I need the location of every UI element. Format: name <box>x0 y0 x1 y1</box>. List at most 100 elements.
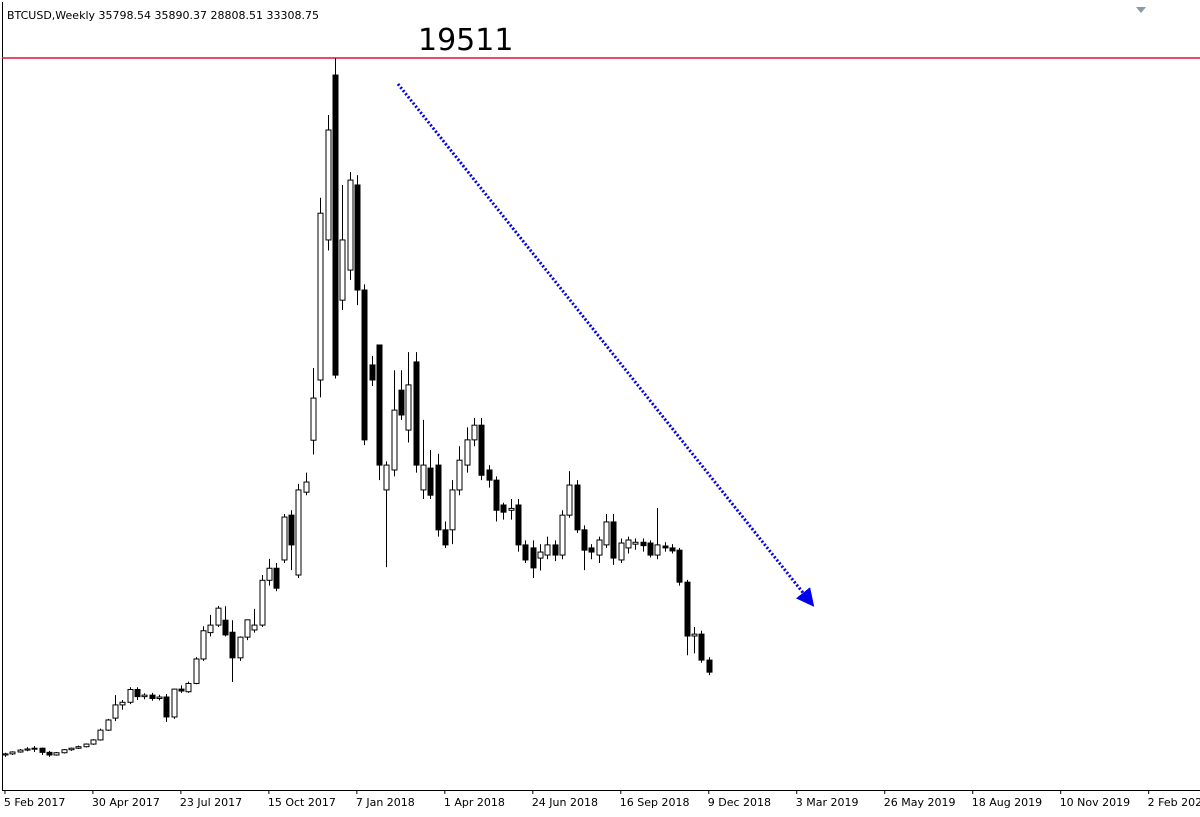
candle-body <box>9 751 16 755</box>
candle-body <box>266 567 273 581</box>
candle-body <box>559 514 566 556</box>
candle-body <box>97 729 104 741</box>
candle-body <box>149 694 156 700</box>
candle-body <box>369 364 376 381</box>
candle-body <box>24 748 31 751</box>
chart-title: BTCUSD,Weekly 35798.54 35890.37 28808.51… <box>7 9 319 22</box>
candle-body <box>259 579 266 626</box>
candle-body <box>141 694 148 698</box>
candle-body <box>185 682 192 693</box>
candle-body <box>508 507 515 511</box>
x-tick-label: 30 Apr 2017 <box>92 796 160 809</box>
candle-body <box>464 439 471 466</box>
candle-body <box>119 701 126 706</box>
candle-body <box>237 636 244 659</box>
candle-body <box>691 633 698 637</box>
x-tick-label: 1 Apr 2018 <box>444 796 505 809</box>
candle-body <box>537 551 544 559</box>
candle-body <box>281 516 288 561</box>
x-tick-label: 5 Feb 2017 <box>4 796 65 809</box>
candle-body <box>398 389 405 416</box>
candle-body <box>112 704 119 719</box>
candle-body <box>90 739 97 745</box>
candle-body <box>207 624 214 634</box>
candle-body <box>603 521 610 546</box>
x-tick-label: 16 Sep 2018 <box>620 796 690 809</box>
candle-body <box>662 545 669 549</box>
candle-body <box>625 539 632 549</box>
candle-body <box>127 688 134 703</box>
candle-body <box>588 547 595 553</box>
candle-body <box>522 544 529 561</box>
candle-body <box>654 544 661 556</box>
candle-body <box>478 424 485 476</box>
candle-body <box>544 544 551 556</box>
candle-body <box>215 607 222 626</box>
candle-body <box>471 424 478 441</box>
candle-body <box>427 467 434 496</box>
x-tick-label: 23 Jul 2017 <box>180 796 242 809</box>
candle-body <box>75 746 82 749</box>
trend-arrow <box>396 83 815 607</box>
candle-body <box>134 688 141 698</box>
candle-body <box>552 544 559 556</box>
candle-body <box>244 619 251 638</box>
candle-body <box>684 581 691 637</box>
x-tick-label: 26 May 2019 <box>884 796 956 809</box>
candle-body <box>706 659 713 673</box>
x-tick-label: 2 Feb 2020 <box>1148 796 1200 809</box>
menu-arrow[interactable] <box>1136 7 1146 13</box>
candle-body <box>376 344 383 466</box>
candle-body <box>325 129 332 241</box>
candle-body <box>68 747 75 751</box>
x-tick-label: 18 Aug 2019 <box>972 796 1042 809</box>
candle-body <box>391 409 398 471</box>
candle-body <box>610 521 617 559</box>
candle-body <box>632 541 639 545</box>
candle-body <box>53 752 60 756</box>
x-tick-label: 10 Nov 2019 <box>1060 796 1130 809</box>
candle-body <box>83 743 90 748</box>
candle-body <box>46 751 53 756</box>
candle-body <box>347 179 354 271</box>
candle-body <box>295 489 302 576</box>
x-tick-label: 24 Jun 2018 <box>532 796 598 809</box>
candle-body <box>676 549 683 583</box>
candle-body <box>156 696 163 700</box>
candle-body <box>618 542 625 561</box>
candle-body <box>515 504 522 546</box>
candle-body <box>222 619 229 636</box>
candle-body <box>640 541 647 547</box>
candle-body <box>339 239 346 301</box>
candle-body <box>200 630 207 660</box>
candle-body <box>251 624 258 631</box>
candle-body <box>574 484 581 531</box>
candle-body <box>354 184 361 291</box>
candle-body <box>420 464 427 491</box>
x-tick-label: 3 Mar 2019 <box>796 796 859 809</box>
candle-body <box>229 631 236 659</box>
plot: 19511 5 Feb 2017 30 Apr 2017 23 Jul 2017 15 … <box>2 23 1200 809</box>
candle-body <box>2 753 9 756</box>
candle-body <box>596 539 603 556</box>
candle-body <box>17 749 24 753</box>
candle-body <box>669 547 676 552</box>
candle-body <box>332 74 339 376</box>
candle-body <box>493 479 500 511</box>
candle-body <box>456 459 463 491</box>
candle-body <box>698 633 705 661</box>
candle-body <box>383 464 390 491</box>
candle-body <box>361 289 368 441</box>
candle-body <box>193 658 200 684</box>
candle-body <box>105 719 112 731</box>
candle-body <box>303 481 310 493</box>
candle-body <box>486 469 493 481</box>
candle-body <box>647 542 654 556</box>
candle-body <box>449 489 456 531</box>
candle-body <box>31 747 38 750</box>
x-tick-label: 7 Jan 2018 <box>356 796 415 809</box>
candle-body <box>163 696 170 718</box>
